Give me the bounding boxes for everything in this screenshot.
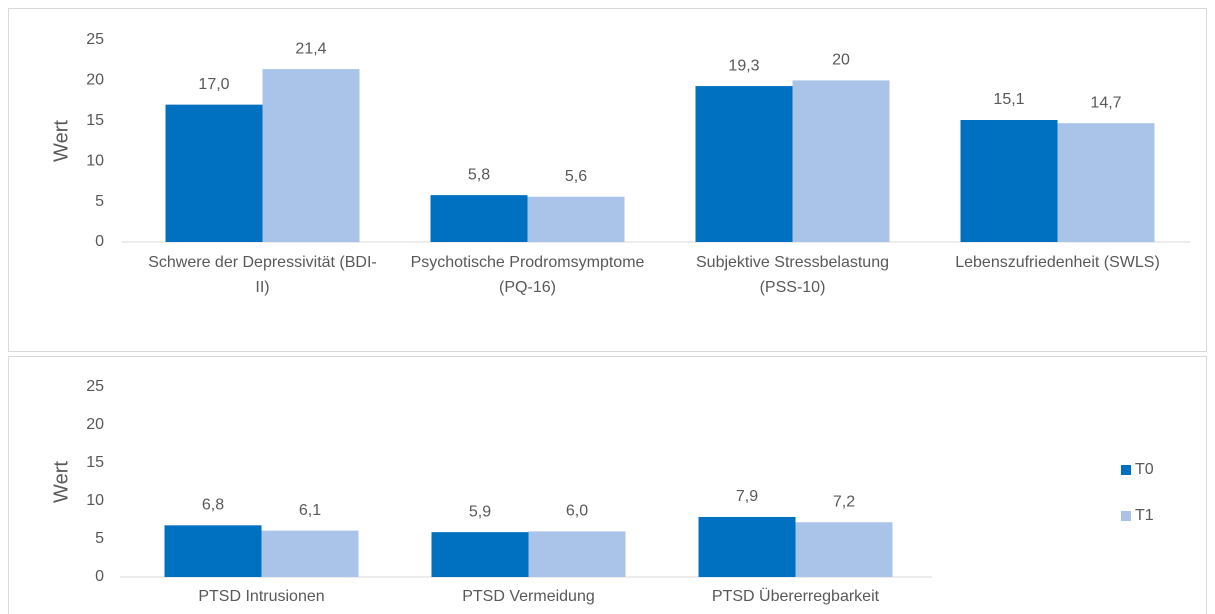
legend-swatch	[1121, 511, 1131, 521]
bar	[795, 522, 893, 577]
bar	[528, 531, 626, 577]
x-tick-label: Psychotische Prodromsymptome (PQ-16)	[410, 254, 645, 296]
legend-swatch	[1121, 465, 1131, 475]
y-axis-label: Wert	[50, 120, 72, 162]
bar	[960, 119, 1058, 242]
y-tick-label: 15	[86, 112, 104, 129]
panel	[8, 356, 1207, 614]
x-tick-label: PTSD Vermeidung	[462, 588, 595, 605]
value-label: 6,0	[566, 503, 588, 520]
value-label: 15,1	[993, 91, 1024, 108]
value-label: 17,0	[198, 76, 229, 93]
y-tick-label: 20	[86, 416, 104, 433]
y-tick-label: 25	[86, 378, 104, 395]
bar	[527, 196, 625, 242]
bar	[695, 86, 793, 242]
y-tick-label: 20	[86, 72, 104, 89]
y-tick-label: 10	[86, 492, 104, 509]
bar	[1057, 123, 1155, 242]
y-tick-label: 25	[86, 31, 104, 48]
bar	[165, 104, 263, 242]
value-label: 6,1	[299, 502, 321, 519]
y-tick-label: 0	[95, 568, 104, 585]
bar	[262, 69, 360, 242]
x-tick-label: PTSD Übererregbarkeit	[711, 588, 880, 605]
value-label: 7,2	[833, 493, 855, 510]
value-label: 20	[832, 52, 850, 69]
legend-label: T0	[1135, 461, 1154, 478]
y-tick-label: 5	[95, 530, 104, 547]
bar	[430, 195, 528, 242]
value-label: 5,8	[468, 166, 490, 183]
x-tick-label: Subjektive Stressbelastung (PSS-10)	[696, 254, 889, 296]
value-label: 19,3	[728, 57, 759, 74]
value-label: 5,6	[565, 168, 587, 185]
panel	[8, 8, 1207, 352]
value-label: 6,8	[202, 497, 224, 514]
y-axis-label: Wert	[50, 461, 72, 503]
y-tick-label: 0	[95, 233, 104, 250]
bar	[698, 516, 796, 577]
bar	[164, 525, 262, 577]
y-tick-label: 10	[86, 152, 104, 169]
y-tick-label: 5	[95, 193, 104, 210]
value-label: 7,9	[736, 488, 758, 505]
legend-label: T1	[1135, 507, 1154, 524]
x-tick-label: Schwere der Depressivität (BDI-II)	[148, 254, 377, 296]
value-label: 5,9	[469, 503, 491, 520]
bar	[792, 80, 890, 243]
bar	[261, 530, 359, 577]
value-label: 21,4	[295, 40, 326, 57]
y-tick-label: 15	[86, 454, 104, 471]
x-tick-label: PTSD Intrusionen	[198, 588, 325, 605]
value-label: 14,7	[1090, 94, 1121, 111]
x-tick-label: Lebenszufriedenheit (SWLS)	[955, 254, 1160, 271]
bar	[431, 532, 529, 577]
